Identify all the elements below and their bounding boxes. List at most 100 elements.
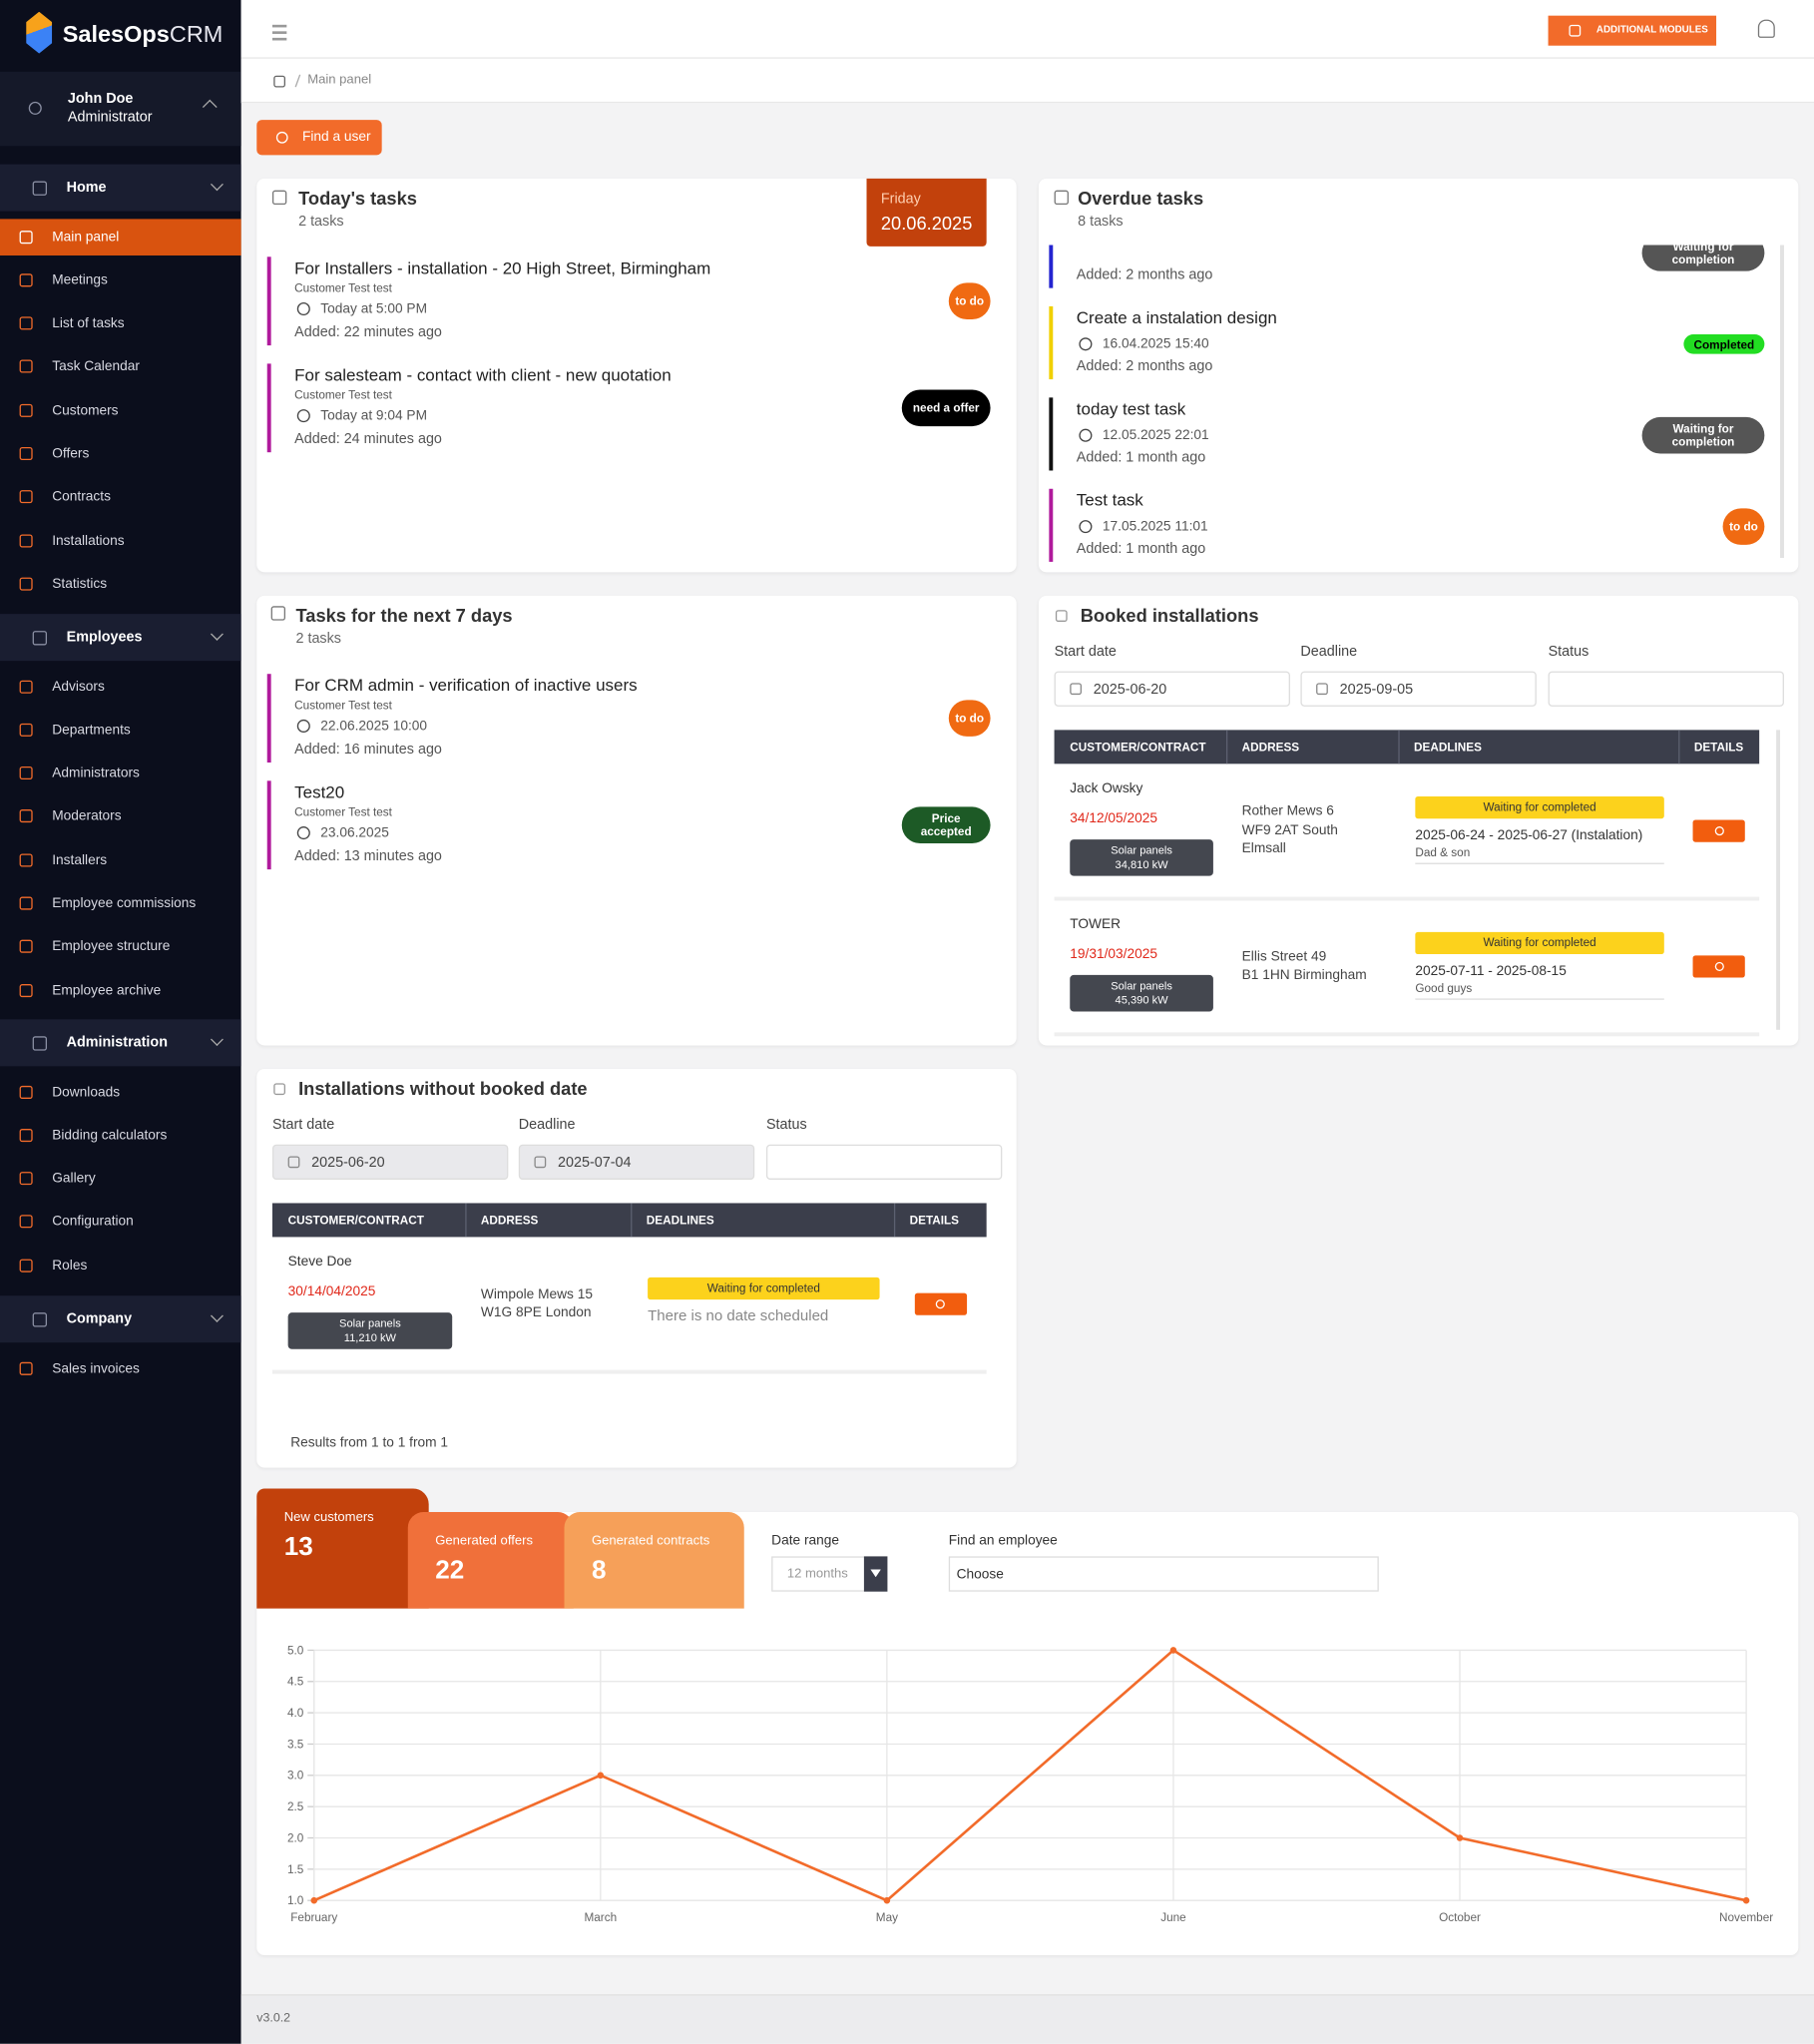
next-7-days-card [256,595,1017,1046]
nav-item[interactable]: Employee structure [52,938,171,955]
nav-item[interactable]: Bidding calculators [52,1127,168,1144]
nav-group[interactable] [0,1019,241,1067]
contract: 19/31/03/2025 [1070,946,1157,962]
stat-value[interactable]: 8 [591,1556,607,1586]
date-range-value[interactable]: 12 months [786,1566,848,1582]
deadlines: Waiting for completed 2025-06-24 - 2025-0… [1415,776,1664,883]
icon [19,1085,33,1099]
stat-value[interactable]: 13 [283,1532,313,1562]
nav-item[interactable]: Moderators [52,808,122,824]
nav-item[interactable]: Administrators [52,765,140,781]
nav-group[interactable] [0,164,241,212]
nav-item[interactable]: Advisors [52,678,105,695]
stat-label[interactable]: Generated contracts [591,1534,710,1549]
task-added: Added: 2 months ago [1076,266,1213,283]
col-sep [1398,730,1400,765]
task-time: 23.06.2025 [320,824,389,841]
task-title[interactable]: For salesteam - contact with client - ne… [294,364,672,385]
filter-input[interactable] [1300,671,1537,707]
nav-item[interactable]: Roles [52,1257,88,1274]
icon [286,1156,299,1169]
stat-label[interactable]: Generated offers [435,1534,534,1549]
nav-group[interactable] [0,614,241,662]
icon [1568,24,1581,36]
column-header: DEADLINES [1414,740,1482,754]
employee-placeholder[interactable]: Choose [956,1566,1004,1583]
task-title[interactable]: Create a instalation design [1076,307,1277,327]
filter-input[interactable] [271,1144,509,1180]
stat-label[interactable]: New customers [283,1510,374,1526]
icon [272,75,285,87]
employee-input[interactable] [948,1556,1379,1592]
modules-button[interactable] [1548,15,1717,46]
product-badge: Solar panels 34,810 kW [1070,839,1213,876]
filter-value: 2025-09-05 [1339,681,1414,698]
filter-input[interactable] [1548,671,1784,707]
stat-tab[interactable] [564,1511,744,1609]
nav-item[interactable]: Statistics [52,576,108,592]
nav-item[interactable]: Offers [52,445,90,462]
nav-item[interactable]: Configuration [52,1214,134,1231]
nav-item[interactable]: Customers [52,402,119,418]
nav-group[interactable] [0,1295,241,1343]
task-title[interactable]: today test task [1076,398,1186,419]
nav-item[interactable]: Gallery [52,1170,96,1187]
nav-item[interactable]: Main panel [52,229,120,245]
nav-item[interactable]: Sales invoices [52,1359,140,1376]
stat-value[interactable]: 22 [435,1556,465,1586]
menu-line [271,24,287,27]
filter-label: Status [1548,644,1589,660]
stat-tab[interactable] [256,1488,429,1609]
nav-item[interactable]: Installations [52,532,125,549]
task-time: 16.04.2025 15:40 [1102,335,1209,352]
deadline: There is no date scheduled [648,1308,829,1325]
modules-button-label[interactable]: ADDITIONAL MODULES [1595,23,1708,36]
nav-item[interactable]: List of tasks [52,315,125,331]
status-badge: Waiting for completion [1641,416,1765,454]
filter-input[interactable] [518,1144,755,1180]
find-user-label[interactable]: Find a user [301,129,371,145]
column-header: DETAILS [1693,740,1744,754]
stat-tab[interactable] [407,1511,574,1609]
task-time: 22.06.2025 10:00 [320,718,428,735]
nav-group-label[interactable]: Administration [66,1034,168,1051]
nav-item[interactable]: Employee archive [52,982,162,998]
icon [296,301,310,316]
filter-input[interactable] [765,1144,1003,1180]
nav-item[interactable]: Employee commissions [52,895,197,911]
nav-item[interactable]: Departments [52,722,131,738]
status-bar: Waiting for completed [1415,796,1664,819]
task-bar [266,780,271,870]
brand-strong: SalesOps [62,20,170,48]
nav-item[interactable]: Installers [52,851,108,868]
task-added: Added: 1 month ago [1076,541,1206,557]
nav-item[interactable]: Meetings [52,271,108,288]
product: Solar panels [339,1316,401,1330]
bell[interactable] [1757,19,1775,38]
icon [19,1172,33,1186]
task-title[interactable]: For CRM admin - verification of inactive… [294,675,638,696]
status-badge: to do [948,282,991,319]
brand-light: CRM [169,20,224,48]
task-title[interactable]: For Installers - installation - 20 High … [294,257,711,278]
icon [31,1035,47,1051]
results: Results from 1 to 1 from 1 [290,1434,449,1451]
nav-item[interactable]: Contracts [52,489,111,505]
nav-item[interactable]: Downloads [52,1083,121,1100]
icon [19,1128,33,1142]
nav-group-label[interactable]: Company [66,1310,133,1327]
icon [1079,520,1093,534]
card-title: Booked installations [1080,604,1259,626]
task-title[interactable]: Test task [1076,490,1143,510]
filter-input[interactable] [1054,671,1290,707]
nav-group-label[interactable]: Employees [66,629,143,646]
col-sep [1678,730,1680,765]
task-added: Added: 24 minutes ago [294,431,442,447]
icon [1714,826,1724,836]
scrollbar [1780,245,1784,558]
nav-item[interactable]: Task Calendar [52,358,140,375]
task-title[interactable]: Test20 [294,781,345,802]
nav-group-label[interactable]: Home [66,180,107,196]
icon [271,190,286,205]
